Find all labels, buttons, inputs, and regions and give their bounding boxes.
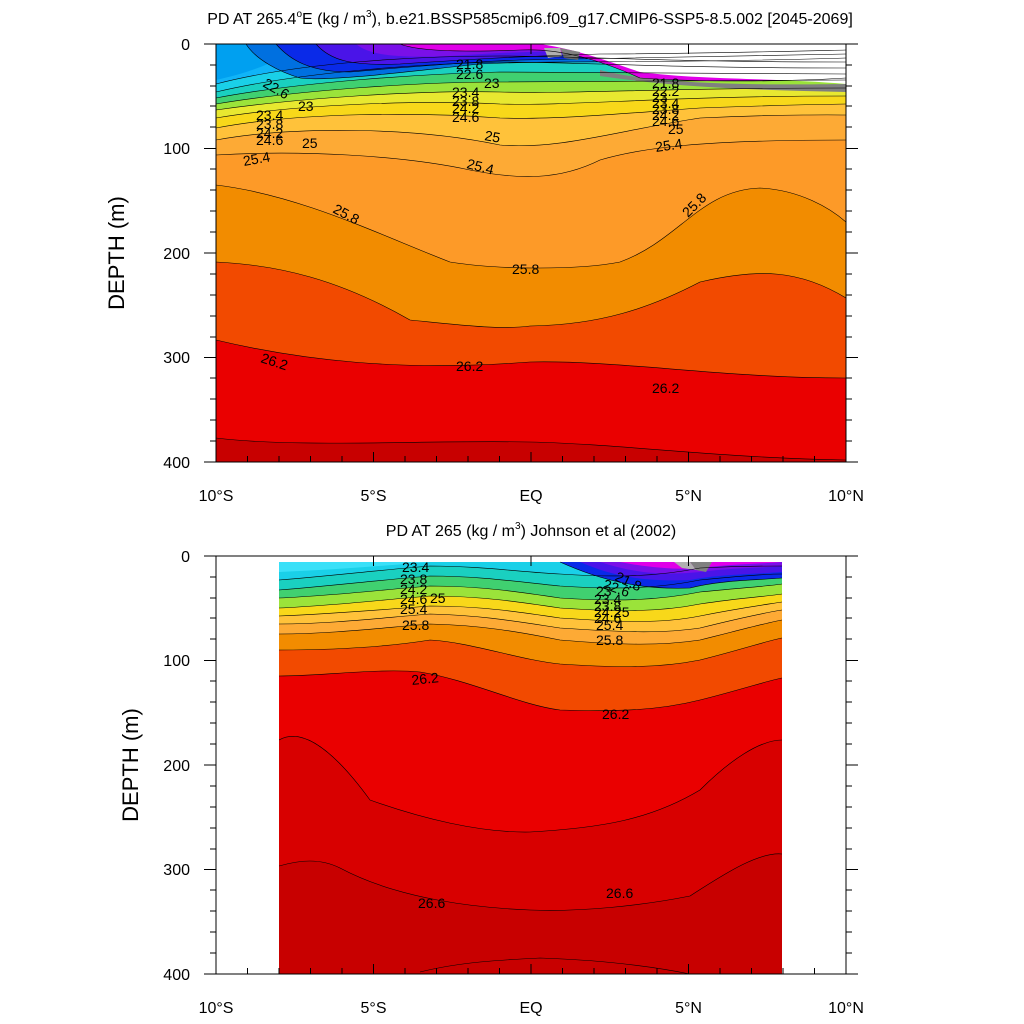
p1-clab: 23 — [484, 75, 500, 91]
p1-clab: 25 — [302, 135, 318, 151]
panel-1-y-axis-label: DEPTH (m) — [104, 196, 129, 310]
p1-clab: 24.6 — [652, 113, 679, 129]
p2-clab: 25 — [614, 604, 630, 620]
p1-ytick: 100 — [163, 141, 190, 158]
p2-clab: 25.4 — [400, 601, 427, 617]
panel-1-contour-labels: 22.6 23 23.4 23.8 24.2 24.6 25 25.4 25.8… — [242, 56, 710, 396]
panel-1-x-tick-labels: 10°S 5°S EQ 5°N 10°N — [199, 488, 864, 505]
p2-clab: 25 — [430, 590, 446, 606]
p1-clab: 23.8 — [652, 101, 679, 117]
p1-ytick: 0 — [181, 37, 190, 54]
p2-clab: 26.2 — [411, 669, 440, 688]
p1-clab: 23.4 — [452, 84, 479, 100]
p1-clab: 25.8 — [512, 261, 539, 277]
p2-ytick: 100 — [163, 653, 190, 670]
panel-1-y-tick-labels: 0 100 200 300 400 — [163, 37, 190, 472]
p1-clab: 23.4 — [652, 95, 679, 111]
panel-1-ticks — [204, 43, 858, 463]
panel-2: PD AT 265 (kg / m3) Johnson et al (2002) — [118, 521, 864, 1017]
p1-clab: 23.4 — [256, 107, 283, 123]
p1-clab: 23 — [298, 98, 314, 114]
p2-xtick: 5°N — [675, 1000, 702, 1017]
panel-2-contour-labels: 23.4 23.8 24.2 24.6 25 25.4 25.8 26.2 26… — [400, 559, 644, 911]
p2-clab: 25.4 — [596, 617, 623, 633]
p1-clab: 24.2 — [256, 125, 283, 141]
p2-clab: 26.2 — [602, 706, 629, 722]
p1-clab: 22.2 — [652, 83, 679, 99]
p1-ytick: 200 — [163, 246, 190, 263]
p2-clab: 23.8 — [594, 598, 621, 614]
p1-clab: 25.4 — [465, 155, 496, 177]
p2-clab: 25.8 — [402, 617, 429, 633]
p2-xtick: 5°S — [361, 1000, 387, 1017]
p2-clab: 25.8 — [596, 632, 623, 648]
p2-xtick: 10°N — [828, 1000, 864, 1017]
p2-ytick: 300 — [163, 862, 190, 879]
p2-ytick: 400 — [163, 967, 190, 984]
p1-ytick: 400 — [163, 455, 190, 472]
p2-clab: 24.6 — [594, 610, 621, 626]
p1-xtick: 10°S — [199, 488, 234, 505]
p2-clab: 23.4 — [594, 591, 621, 607]
panel-1-title: PD AT 265.4oE (kg / m3), b.e21.BSSP585cm… — [207, 9, 853, 28]
panel-2-ticks — [204, 555, 858, 975]
p1-clab: 24.6 — [452, 109, 479, 125]
panel-2-contour-lines — [279, 561, 782, 974]
p1-clab: 25 — [668, 121, 684, 137]
p1-xtick: EQ — [519, 488, 542, 505]
panel-1-contour-fill — [216, 44, 846, 462]
p1-clab: 25 — [483, 127, 501, 145]
p1-clab: 23 — [652, 89, 668, 105]
panel-2-title: PD AT 265 (kg / m3) Johnson et al (2002) — [386, 521, 676, 540]
panel-2-y-axis-label: DEPTH (m) — [118, 708, 143, 822]
panel-2-x-tick-labels: 10°S 5°S EQ 5°N 10°N — [199, 1000, 864, 1017]
p2-clab: 23 — [596, 583, 612, 599]
panel-1: PD AT 265.4oE (kg / m3), b.e21.BSSP585cm… — [104, 9, 864, 505]
p1-clab: 21.8 — [652, 75, 679, 91]
p1-clab: 26.2 — [652, 380, 679, 396]
p1-xtick: 5°S — [361, 488, 387, 505]
p1-clab: 23.8 — [256, 116, 283, 132]
panel-1-contour-lines — [216, 44, 846, 461]
p2-xtick: 10°S — [199, 1000, 234, 1017]
p2-ytick: 0 — [181, 549, 190, 566]
p2-clab: 23.8 — [400, 571, 427, 587]
p2-clab: 24.2 — [594, 604, 621, 620]
p1-clab: 21.8 — [456, 56, 483, 72]
p1-clab: 22.6 — [456, 66, 483, 82]
p1-ytick: 300 — [163, 350, 190, 367]
p1-clab: 25.4 — [242, 148, 272, 169]
panel-2-y-tick-labels: 0 100 200 300 400 — [163, 549, 190, 984]
p1-clab: 24.2 — [652, 107, 679, 123]
p2-ytick: 200 — [163, 758, 190, 775]
panel-2-contour-fill — [279, 556, 782, 974]
p2-clab: 23.4 — [402, 559, 429, 575]
p1-clab: 26.2 — [456, 358, 483, 374]
p2-clab: 24.2 — [400, 581, 427, 597]
p1-clab: 24.2 — [452, 100, 479, 116]
p1-clab: 23.8 — [452, 93, 479, 109]
p2-xtick: EQ — [519, 1000, 542, 1017]
p2-clab: 24.6 — [400, 591, 427, 607]
p2-clab: 26.6 — [606, 885, 633, 901]
p1-xtick: 5°N — [675, 488, 702, 505]
p1-xtick: 10°N — [828, 488, 864, 505]
p1-clab: 25.4 — [654, 135, 683, 155]
p2-clab: 26.6 — [418, 895, 445, 911]
p1-clab: 24.6 — [256, 132, 283, 148]
